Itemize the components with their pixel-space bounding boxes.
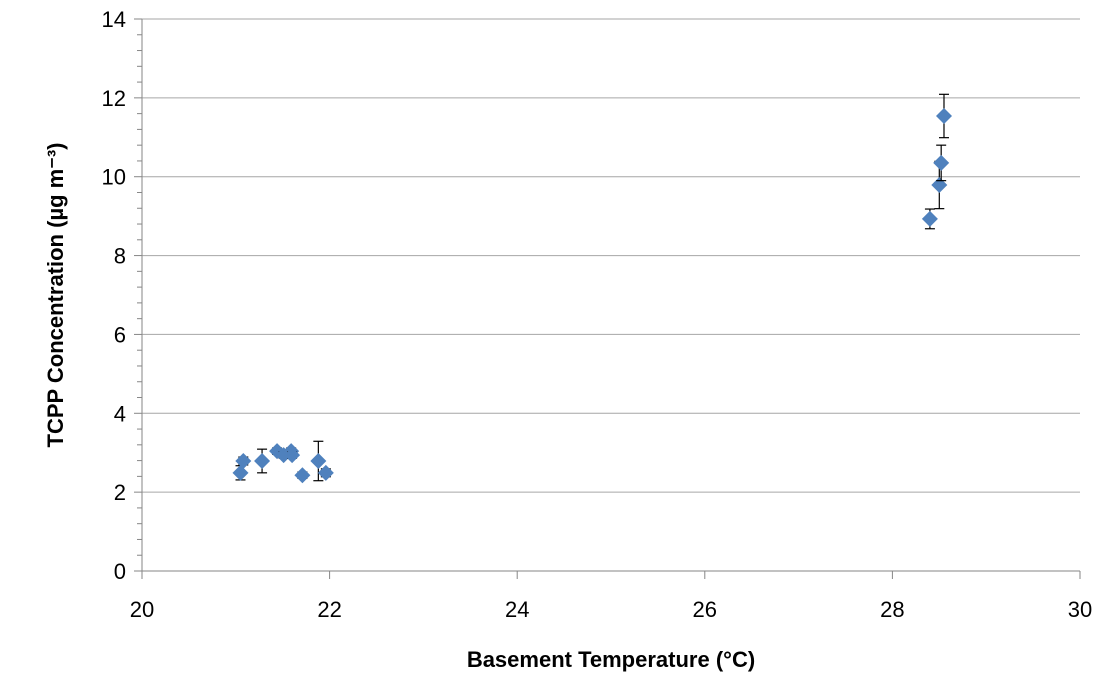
y-axis-title: TCPP Concentration (µg m⁻³) — [43, 143, 68, 448]
y-tick-label: 6 — [114, 322, 126, 347]
point — [317, 464, 334, 481]
y-tick-label: 2 — [114, 480, 126, 505]
point — [931, 176, 948, 193]
point — [933, 154, 950, 171]
x-tick-label: 30 — [1068, 597, 1092, 622]
x-tick-label: 20 — [130, 597, 154, 622]
point — [232, 464, 249, 481]
y-tick-label: 4 — [114, 401, 126, 426]
point — [294, 467, 311, 484]
point — [284, 447, 301, 464]
point — [921, 210, 938, 227]
x-axis-title: Basement Temperature (°C) — [467, 647, 755, 672]
x-tick-label: 22 — [317, 597, 341, 622]
y-tick-label: 0 — [114, 559, 126, 584]
point — [935, 107, 952, 124]
x-tick-label: 26 — [693, 597, 717, 622]
x-tick-label: 24 — [505, 597, 529, 622]
point — [235, 452, 252, 469]
y-tick-label: 12 — [102, 86, 126, 111]
y-tick-label: 14 — [102, 7, 126, 32]
y-tick-label: 8 — [114, 244, 126, 269]
point — [254, 452, 271, 469]
y-tick-label: 10 — [102, 165, 126, 190]
x-tick-label: 28 — [880, 597, 904, 622]
point — [310, 452, 327, 469]
